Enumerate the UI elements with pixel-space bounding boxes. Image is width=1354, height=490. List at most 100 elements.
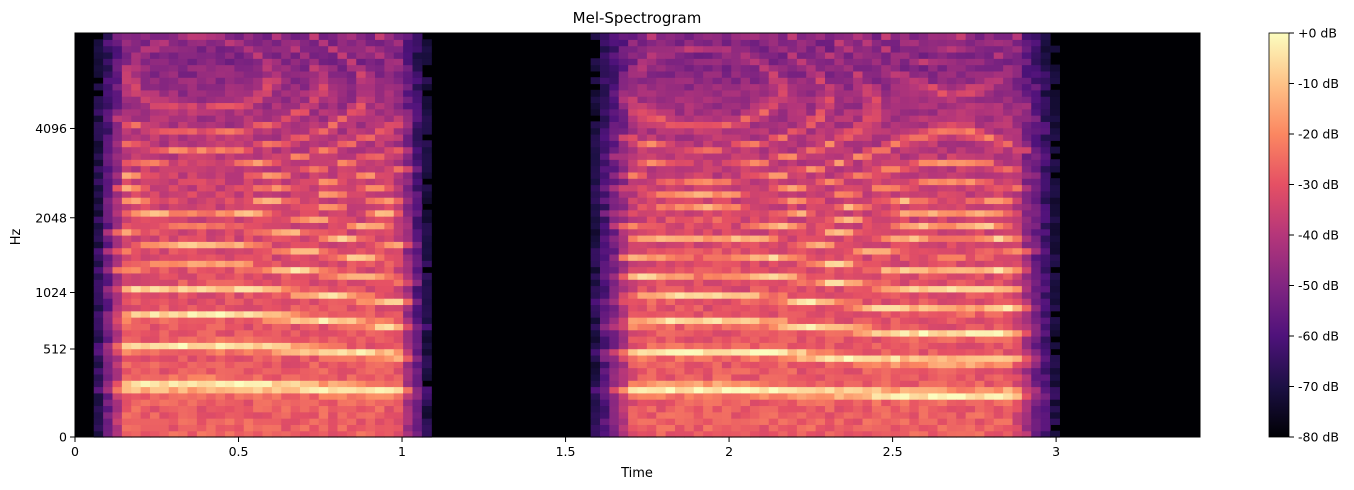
heatmap-cell (656, 291, 667, 299)
heatmap-cell (300, 399, 310, 407)
heatmap-cell (318, 39, 329, 47)
heatmap-cell (403, 411, 414, 419)
heatmap-cell (281, 108, 292, 116)
heatmap-cell (412, 178, 423, 186)
heatmap-cell (684, 39, 695, 47)
heatmap-cell (918, 272, 929, 280)
heatmap-cell (909, 58, 920, 66)
heatmap-cell (853, 235, 864, 242)
heatmap-cell (796, 89, 807, 97)
heatmap-cell (890, 146, 901, 154)
heatmap-cell (684, 247, 695, 255)
heatmap-cell (768, 134, 779, 141)
heatmap-cell (862, 418, 873, 425)
heatmap-cell (806, 184, 817, 192)
heatmap-cell (721, 159, 732, 167)
heatmap-cell (684, 159, 695, 167)
heatmap-cell (825, 197, 835, 205)
heatmap-cell (937, 405, 948, 413)
heatmap-cell (346, 102, 357, 110)
heatmap-cell (196, 171, 207, 179)
heatmap-cell (196, 361, 207, 369)
heatmap-cell (384, 354, 395, 362)
heatmap-cell (750, 241, 760, 249)
heatmap-cell (684, 266, 695, 274)
heatmap-cell (646, 70, 657, 78)
heatmap-cell (178, 317, 189, 324)
heatmap-cell (375, 115, 385, 122)
heatmap-cell (834, 127, 845, 135)
heatmap-cell (731, 83, 742, 91)
heatmap-cell (890, 430, 901, 438)
heatmap-cell (946, 171, 957, 179)
heatmap-cell (937, 266, 948, 274)
heatmap-cell (768, 399, 779, 407)
heatmap-cell (346, 222, 357, 230)
heatmap-cell (403, 121, 414, 129)
heatmap-cell (946, 304, 957, 312)
heatmap-cell (168, 89, 179, 97)
heatmap-cell (618, 152, 629, 160)
heatmap-cell (356, 323, 367, 331)
heatmap-cell (609, 190, 620, 198)
heatmap-cell (253, 342, 264, 350)
heatmap-cell (721, 399, 732, 407)
heatmap-cell (806, 203, 817, 211)
heatmap-cell (975, 317, 985, 324)
heatmap-cell (346, 127, 357, 135)
heatmap-cell (346, 405, 357, 413)
heatmap-cell (675, 348, 685, 356)
heatmap-cell (600, 171, 610, 179)
heatmap-cell (150, 336, 160, 343)
heatmap-cell (646, 367, 657, 375)
heatmap-cell (853, 146, 864, 154)
heatmap-cell (271, 108, 282, 116)
heatmap-cell (187, 96, 198, 104)
heatmap-cell (150, 83, 160, 91)
heatmap-cell (150, 64, 160, 72)
heatmap-cell (328, 127, 339, 135)
heatmap-cell (121, 405, 132, 413)
heatmap-cell (684, 209, 695, 217)
heatmap-cell (103, 127, 114, 135)
heatmap-cell (815, 405, 826, 413)
heatmap-cell (187, 266, 198, 274)
heatmap-cell (365, 222, 376, 230)
heatmap-cell (928, 392, 939, 400)
heatmap-cell (403, 184, 414, 192)
heatmap-cell (281, 418, 292, 425)
heatmap-cell (750, 222, 760, 230)
heatmap-cell (853, 411, 864, 419)
heatmap-cell (590, 424, 601, 432)
heatmap-cell (609, 323, 620, 331)
heatmap-cell (628, 304, 639, 312)
heatmap-cell (853, 241, 864, 249)
heatmap-cell (196, 121, 207, 129)
heatmap-cell (628, 108, 639, 116)
heatmap-cell (150, 405, 160, 413)
heatmap-cell (665, 39, 676, 47)
heatmap-cell (975, 411, 985, 419)
heatmap-cell (806, 386, 817, 394)
heatmap-cell (721, 247, 732, 255)
heatmap-cell (281, 45, 292, 53)
heatmap-cell (862, 216, 873, 223)
heatmap-cell (196, 190, 207, 198)
heatmap-cell (93, 266, 104, 274)
heatmap-cell (721, 140, 732, 148)
heatmap-cell (909, 317, 920, 324)
heatmap-cell (225, 190, 235, 198)
heatmap-cell (262, 190, 273, 198)
heatmap-cell (281, 203, 292, 211)
heatmap-cell (712, 298, 723, 306)
heatmap-cell (271, 304, 282, 312)
heatmap-cell (346, 247, 357, 255)
heatmap-cell (684, 253, 695, 261)
heatmap-cell (168, 190, 179, 198)
heatmap-cell (375, 184, 385, 192)
heatmap-cell (403, 146, 414, 154)
heatmap-cell (112, 418, 123, 425)
heatmap-cell (834, 266, 845, 274)
heatmap-cell (140, 373, 151, 381)
